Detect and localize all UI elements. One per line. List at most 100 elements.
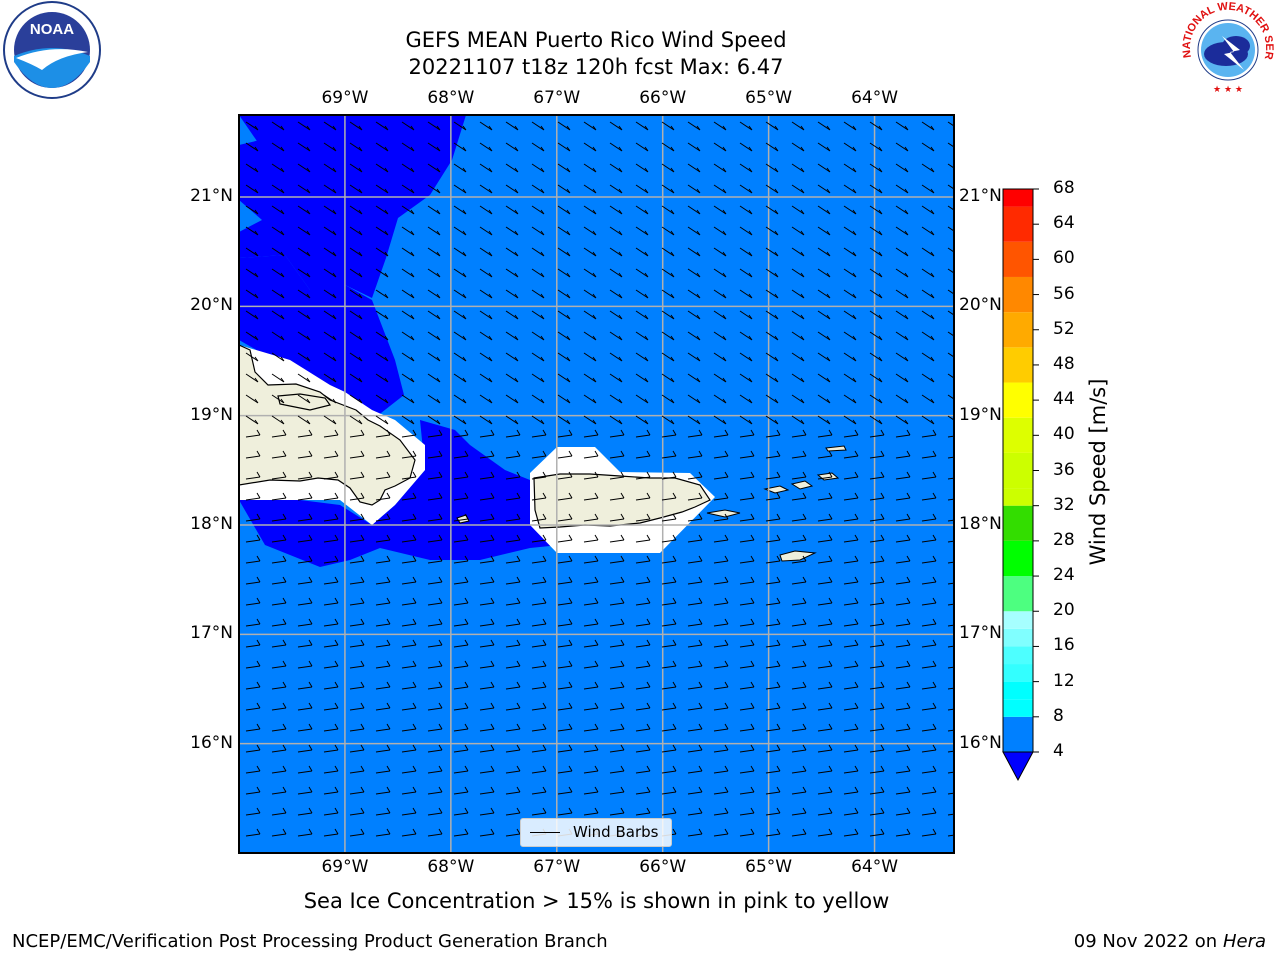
wind-barb xyxy=(505,513,521,522)
colorbar-bin xyxy=(1003,646,1033,665)
wind-barb xyxy=(921,205,935,215)
wind-barb xyxy=(427,394,441,404)
wind-barb xyxy=(297,765,313,774)
wind-barb xyxy=(713,450,729,459)
wind-barb xyxy=(661,744,677,753)
wind-barb xyxy=(921,639,937,648)
wind-barb xyxy=(297,415,311,425)
wind-barb xyxy=(375,534,391,543)
wind-barb xyxy=(947,184,954,190)
wind-barb xyxy=(427,639,443,648)
wind-barb xyxy=(401,289,415,299)
wind-barb xyxy=(271,618,287,627)
wind-barb xyxy=(375,723,391,732)
wind-barb xyxy=(271,681,287,690)
wind-barb xyxy=(687,597,703,606)
wind-barb xyxy=(895,555,911,564)
colorbar-bin xyxy=(1003,681,1033,700)
wind-barb xyxy=(713,660,729,669)
wind-barb xyxy=(349,597,365,606)
wind-barb xyxy=(791,429,807,438)
low-wind-region-north xyxy=(239,115,466,305)
wind-barb xyxy=(349,226,363,236)
wind-barb xyxy=(531,268,545,278)
wind-barb xyxy=(921,121,935,131)
wind-barb xyxy=(921,828,937,837)
wind-barb xyxy=(687,555,703,564)
wind-barb xyxy=(869,681,885,690)
wind-barb xyxy=(531,576,547,585)
colorbar-tick-label: 44 xyxy=(1053,389,1075,410)
wind-barb xyxy=(453,450,469,459)
wind-barb xyxy=(349,723,365,732)
wind-barb xyxy=(505,597,521,606)
wind-barb xyxy=(817,226,831,236)
colorbar-tick-label: 48 xyxy=(1053,353,1075,374)
wind-barb xyxy=(245,289,259,299)
wind-barb xyxy=(271,352,285,362)
wind-barb xyxy=(895,394,909,404)
wind-barb xyxy=(791,807,807,816)
wind-barb xyxy=(921,534,937,543)
noaa-logo: NOAA xyxy=(2,0,102,100)
wind-barb xyxy=(297,828,313,837)
wind-barb xyxy=(713,765,729,774)
wind-barb xyxy=(843,450,859,459)
wind-barb xyxy=(661,513,677,522)
wind-barb xyxy=(739,394,753,404)
wind-barb xyxy=(323,765,339,774)
wind-barb xyxy=(453,121,467,131)
wind-barb xyxy=(791,576,807,585)
wind-barb xyxy=(895,142,909,152)
wind-barb xyxy=(505,639,521,648)
wind-barb xyxy=(297,289,311,299)
wind-barb xyxy=(843,205,857,215)
wind-barb xyxy=(531,807,547,816)
wind-barb xyxy=(505,660,521,669)
wind-barb xyxy=(609,226,623,236)
wind-barb xyxy=(375,226,389,236)
wind-barb xyxy=(635,471,651,480)
wind-barb xyxy=(843,513,859,522)
wind-barb xyxy=(427,702,443,711)
wind-barb xyxy=(531,786,547,795)
wind-barb xyxy=(297,702,313,711)
wind-barb xyxy=(453,702,469,711)
wind-barb xyxy=(713,415,727,425)
wind-barb xyxy=(869,247,883,257)
wind-barb xyxy=(895,429,911,438)
wind-barb xyxy=(583,331,597,341)
wind-barb xyxy=(947,666,954,669)
wind-barb xyxy=(323,247,337,257)
wind-barb xyxy=(297,597,313,606)
wind-barb xyxy=(583,618,599,627)
wind-barb xyxy=(323,786,339,795)
wind-barb xyxy=(635,492,651,501)
wind-barb xyxy=(453,415,467,425)
wind-barb xyxy=(895,639,911,648)
wind-barb xyxy=(427,786,443,795)
colorbar-tick-label: 56 xyxy=(1053,283,1075,304)
wind-barb xyxy=(817,394,831,404)
wind-barb xyxy=(713,247,727,257)
wind-barb xyxy=(557,415,571,425)
wind-barb xyxy=(765,205,779,215)
wind-barb xyxy=(895,513,911,522)
wind-barb xyxy=(271,184,285,194)
wind-barb xyxy=(661,660,677,669)
wind-barb xyxy=(843,226,857,236)
wind-barb xyxy=(453,681,469,690)
wind-barb xyxy=(479,639,495,648)
wind-barb xyxy=(505,807,521,816)
wind-barb xyxy=(245,429,261,438)
wind-barb xyxy=(687,618,703,627)
wind-barb xyxy=(739,310,753,320)
wind-barb xyxy=(531,429,547,438)
wind-barb xyxy=(271,373,285,383)
wind-barb xyxy=(921,163,935,173)
wind-barb xyxy=(401,597,417,606)
wind-barb xyxy=(661,702,677,711)
wind-barb xyxy=(765,163,779,173)
wind-barb xyxy=(895,660,911,669)
